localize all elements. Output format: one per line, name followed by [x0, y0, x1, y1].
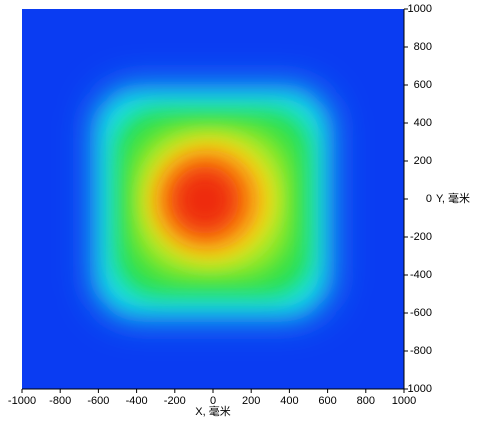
x-tick-label: 1000 [392, 395, 416, 407]
y-tick-label: 400 [414, 117, 432, 129]
y-tick-label: 600 [414, 79, 432, 91]
x-tick-label: -1000 [8, 395, 36, 407]
x-tick-label: 0 [210, 395, 216, 407]
y-tick-label: -1000 [404, 383, 432, 395]
x-tick-label: 600 [318, 395, 336, 407]
y-tick-label: 1000 [408, 3, 432, 15]
x-tick-label: -800 [49, 395, 71, 407]
x-tick-label: -200 [164, 395, 186, 407]
y-tick-label: 800 [414, 41, 432, 53]
x-tick-label: -600 [87, 395, 109, 407]
y-tick-label: -800 [410, 345, 432, 357]
x-tick-label: 800 [357, 395, 375, 407]
x-tick-label: 400 [280, 395, 298, 407]
y-tick-label: 0 [426, 193, 432, 205]
y-tick-label: -600 [410, 307, 432, 319]
y-tick-label: 200 [414, 155, 432, 167]
y-axis-label: Y, 毫米 [436, 191, 470, 205]
x-tick-label: -400 [126, 395, 148, 407]
heatmap [22, 9, 404, 389]
x-axis-label: X, 毫米 [195, 404, 230, 418]
y-tick-label: -200 [410, 231, 432, 243]
y-tick-label: -400 [410, 269, 432, 281]
x-tick-label: 200 [242, 395, 260, 407]
